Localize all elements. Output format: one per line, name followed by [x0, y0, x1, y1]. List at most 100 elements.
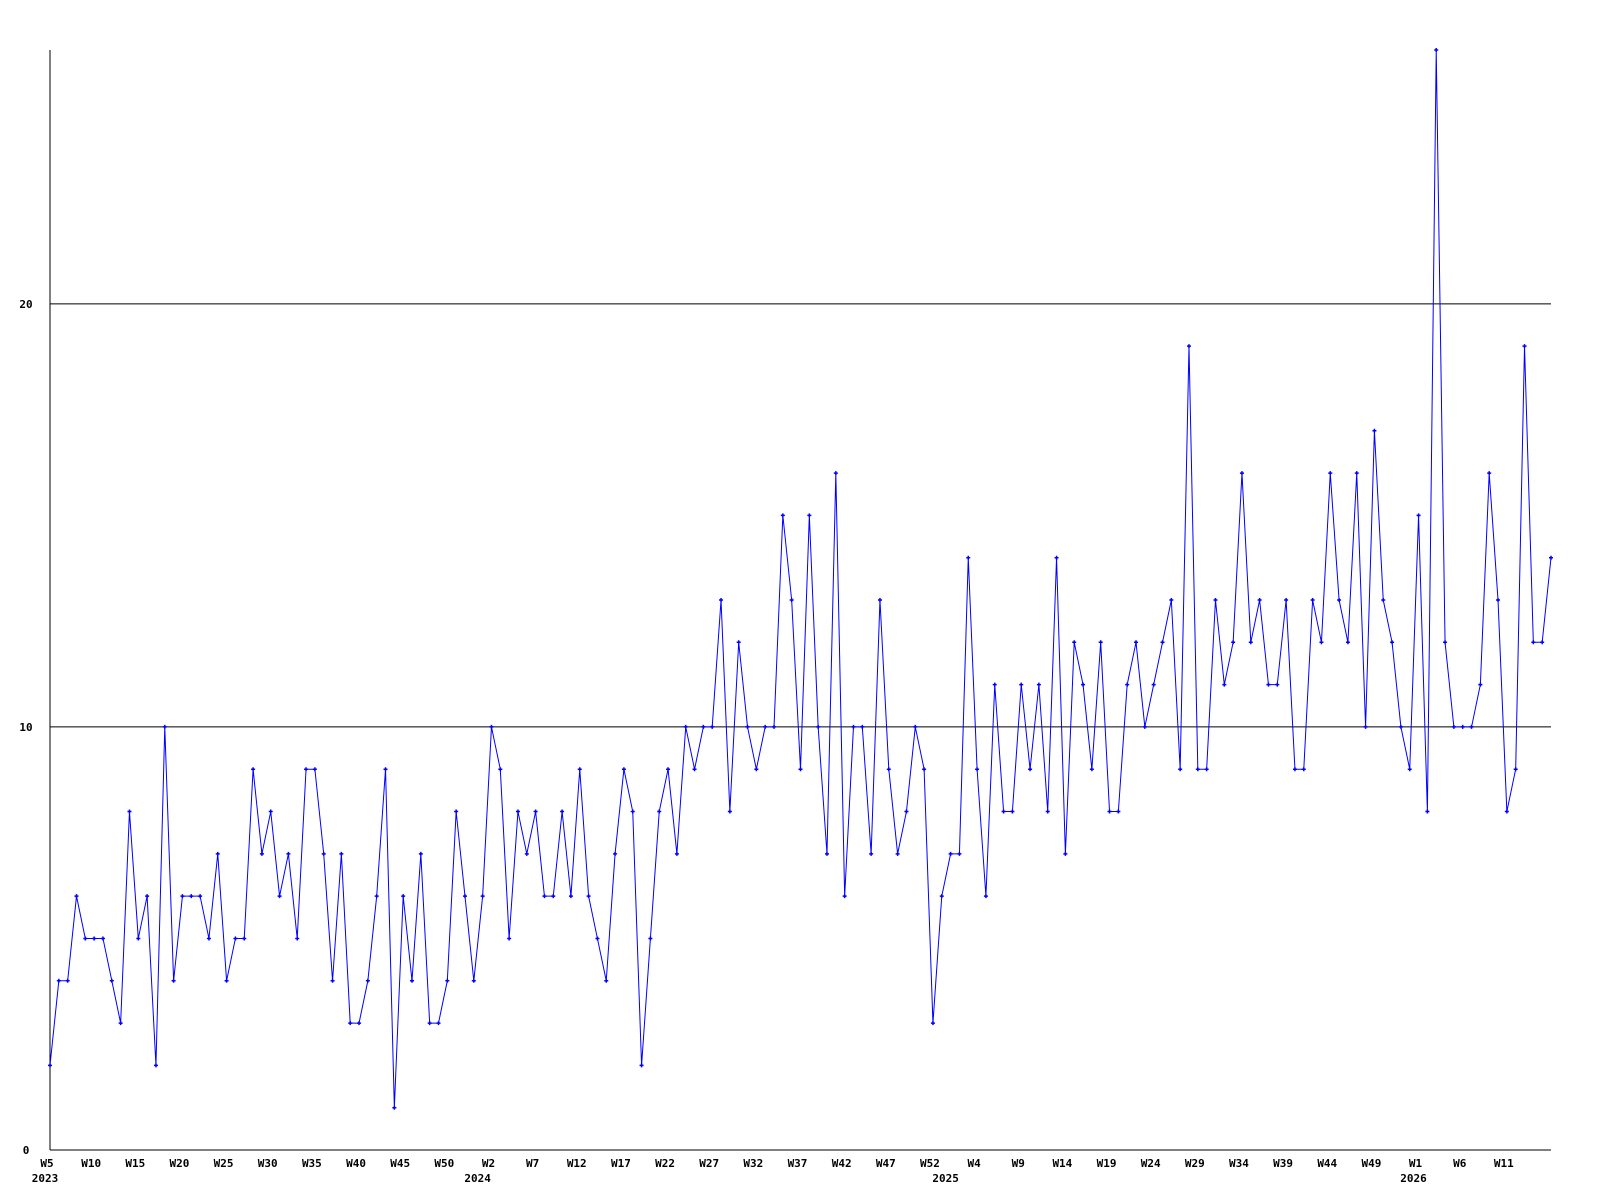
data-point	[1001, 809, 1006, 814]
data-point	[683, 724, 688, 729]
data-point	[1531, 640, 1536, 645]
data-point	[304, 767, 309, 772]
x-year-label: 2024	[464, 1172, 491, 1185]
data-point	[648, 936, 653, 941]
x-tick-label: W15	[125, 1157, 145, 1170]
data-point	[577, 767, 582, 772]
data-point	[975, 767, 980, 772]
data-point	[383, 767, 388, 772]
data-point	[1089, 767, 1094, 772]
data-point	[1496, 598, 1501, 602]
data-point	[145, 894, 150, 899]
x-tick-label: W14	[1052, 1157, 1072, 1170]
x-tick-label: W44	[1317, 1157, 1337, 1170]
data-point	[48, 1063, 52, 1068]
data-point	[1107, 809, 1112, 814]
data-point	[471, 978, 476, 983]
data-point	[763, 724, 768, 729]
y-tick-label: 0	[23, 1144, 30, 1157]
data-point	[462, 894, 467, 899]
data-point	[568, 894, 573, 899]
data-point	[877, 598, 882, 602]
data-point	[895, 851, 900, 856]
data-point	[1337, 598, 1342, 602]
data-point	[1398, 724, 1403, 729]
data-point	[639, 1063, 644, 1068]
data-point	[860, 724, 865, 729]
data-point	[1451, 724, 1456, 729]
x-tick-label: W42	[832, 1157, 852, 1170]
data-point	[189, 894, 194, 899]
data-point	[948, 851, 953, 856]
data-point	[1222, 682, 1227, 687]
x-tick-label: W5	[40, 1157, 53, 1170]
data-point	[1460, 724, 1465, 729]
data-point	[295, 936, 300, 941]
data-point	[1036, 682, 1041, 687]
data-point	[198, 894, 203, 899]
x-tick-label: W1	[1409, 1157, 1423, 1170]
data-point	[1284, 598, 1289, 602]
x-tick-label: W9	[1012, 1157, 1025, 1170]
data-point	[489, 724, 494, 729]
x-tick-label: W22	[655, 1157, 675, 1170]
data-point	[1116, 809, 1121, 814]
x-tick-label: W30	[258, 1157, 278, 1170]
data-point	[312, 767, 317, 772]
data-point	[833, 471, 838, 476]
data-point	[1381, 598, 1386, 602]
data-point	[1134, 640, 1139, 645]
data-point	[330, 978, 335, 983]
x-tick-label: W2	[482, 1157, 495, 1170]
x-tick-label: W29	[1185, 1157, 1205, 1170]
data-point	[966, 555, 971, 560]
x-tick-label: W17	[611, 1157, 631, 1170]
x-year-label: 2023	[32, 1172, 59, 1185]
data-point	[224, 978, 229, 983]
data-point	[1213, 598, 1218, 602]
data-point	[1407, 767, 1412, 772]
data-point	[816, 724, 821, 729]
data-point	[745, 724, 750, 729]
data-point	[957, 851, 962, 856]
data-point	[418, 851, 423, 856]
y-axis-ticks: 0 10 20	[19, 298, 32, 1157]
x-tick-label: W52	[920, 1157, 940, 1170]
data-point	[1178, 767, 1183, 772]
x-tick-label: W32	[743, 1157, 763, 1170]
data-point	[1319, 640, 1324, 645]
data-point	[180, 894, 185, 899]
data-point	[498, 767, 503, 772]
data-point	[842, 894, 847, 899]
data-point	[542, 894, 547, 899]
data-point	[1169, 598, 1174, 602]
data-point	[1540, 640, 1545, 645]
data-point	[507, 936, 512, 941]
data-point	[666, 767, 671, 772]
data-point	[153, 1063, 158, 1068]
x-tick-label: W27	[699, 1157, 719, 1170]
data-point	[824, 851, 829, 856]
data-point	[1248, 640, 1253, 645]
x-tick-label: W7	[526, 1157, 539, 1170]
data-point	[1292, 767, 1297, 772]
data-point	[657, 809, 662, 814]
data-point	[445, 978, 450, 983]
data-point	[401, 894, 406, 899]
data-point	[807, 513, 812, 518]
x-tick-label: W39	[1273, 1157, 1293, 1170]
data-point	[374, 894, 379, 899]
data-point	[233, 936, 238, 941]
data-point	[74, 894, 79, 899]
data-point	[348, 1021, 353, 1026]
data-point	[215, 851, 220, 856]
data-point	[789, 598, 794, 602]
data-point	[109, 978, 114, 983]
x-axis-ticks: W5 W10 W15 W20 W25 W30 W35 W40 W45 W50 W2 W7 W12 W17 W…	[32, 1157, 1514, 1185]
data-point	[798, 767, 803, 772]
data-point	[65, 978, 70, 983]
data-point	[242, 936, 247, 941]
data-point	[127, 809, 132, 814]
x-tick-label: W45	[390, 1157, 410, 1170]
